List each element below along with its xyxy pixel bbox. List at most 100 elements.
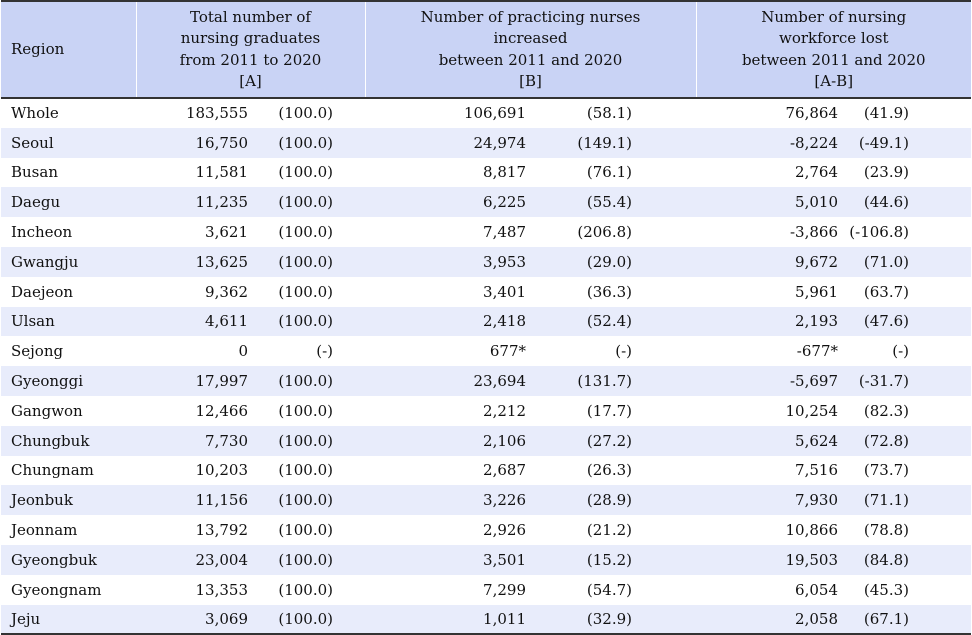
practicing-cell: 7,487	[483, 223, 526, 242]
table-row: Gyeongbuk 23,004 (100.0) 3,501 (15.2) 19,503 (…	[1, 544, 971, 575]
region-cell: Seoul	[11, 133, 54, 152]
graduates-pct-cell: (100.0)	[278, 491, 333, 510]
header-line: from 2011 to 2020	[179, 50, 322, 69]
region-cell: Incheon	[11, 223, 73, 242]
practicing-cell: 2,212	[483, 401, 526, 420]
table-row: Gangwon 12,466 (100.0) 2,212 (17.7) 10,254 (82…	[1, 395, 971, 426]
lost-cell: 6,054	[795, 580, 838, 599]
graduates-cell: 11,235	[195, 193, 249, 212]
practicing-pct-cell: (15.2)	[586, 550, 632, 569]
lost-pct-cell: (63.7)	[863, 282, 909, 301]
graduates-pct-cell: (100.0)	[278, 521, 333, 540]
lost-cell: 9,672	[795, 252, 838, 271]
header-line: Total number of	[190, 7, 311, 26]
table-row: Ulsan 4,611 (100.0) 2,418 (52.4) 2,193 (47.6)	[1, 306, 971, 337]
graduates-pct-cell: (100.0)	[278, 104, 333, 123]
practicing-cell: 2,418	[483, 312, 526, 331]
table-row: Incheon 3,621 (100.0) 7,487 (206.8) -3,866 (-1…	[1, 217, 971, 247]
header-line: [A]	[239, 72, 262, 90]
header-graduates: Total number of nursing graduates from 2…	[135, 0, 365, 99]
practicing-cell: 3,501	[483, 550, 526, 569]
region-cell: Gangwon	[11, 401, 83, 420]
lost-cell: 5,010	[795, 193, 838, 212]
table-row: Gyeongnam 13,353 (100.0) 7,299 (54.7) 6,054 (4…	[1, 574, 971, 605]
region-cell: Gyeongbuk	[11, 550, 97, 569]
region-cell: Jeonbuk	[11, 491, 73, 510]
graduates-cell: 9,362	[205, 282, 248, 301]
header-practicing: Number of practicing nurses increased be…	[364, 0, 696, 99]
table-row: Sejong 0 (-) 677* (-) -677* (-)	[1, 336, 971, 367]
lost-cell: 10,254	[785, 401, 839, 420]
graduates-pct-cell: (100.0)	[278, 163, 333, 182]
lost-cell: 2,058	[696, 604, 838, 635]
graduates-cell: 7,730	[205, 431, 248, 450]
graduates-cell: 16,750	[195, 133, 249, 152]
table-row: Jeonnam 13,792 (100.0) 2,926 (21.2) 10,866 (78…	[1, 515, 971, 545]
graduates-pct-cell: (100.0)	[278, 461, 333, 480]
graduates-pct-cell: (100.0)	[278, 401, 333, 420]
practicing-pct-cell: (17.7)	[586, 401, 632, 420]
graduates-pct-cell: (100.0)	[278, 252, 333, 271]
region-cell: Gyeonggi	[11, 372, 84, 391]
practicing-pct-cell: (28.9)	[586, 491, 632, 510]
practicing-cell: 6,225	[483, 193, 526, 212]
graduates-cell: 12,466	[195, 401, 249, 420]
lost-pct-cell: (71.1)	[863, 491, 909, 510]
practicing-pct-cell: (54.7)	[586, 580, 632, 599]
header-lost: Number of nursing workforce lost between…	[695, 0, 971, 99]
lost-pct-cell: (-49.1)	[858, 133, 909, 152]
practicing-cell: 24,974	[473, 133, 527, 152]
table-row: Gyeonggi 17,997 (100.0) 23,694 (131.7) -5,697…	[1, 366, 971, 396]
lost-cell: 5,624	[795, 431, 838, 450]
header-row: Region Total number of nursing graduates…	[1, 0, 971, 99]
graduates-cell: 10,203	[195, 461, 249, 480]
header-line: Number of nursing	[761, 7, 907, 26]
lost-pct-cell: (67.1)	[838, 604, 971, 635]
header-line: between 2011 and 2020	[741, 50, 926, 69]
header-line: Number of practicing nurses	[420, 7, 641, 26]
lost-pct-cell: (-106.8)	[849, 223, 909, 242]
lost-cell: -5,697	[789, 372, 838, 391]
table-row: Whole 183,555 (100.0) 106,691 (58.1) 76,864 (4…	[1, 98, 971, 128]
practicing-cell: 3,401	[483, 282, 526, 301]
practicing-pct-cell: (32.9)	[526, 604, 696, 635]
practicing-cell: 677*	[489, 342, 526, 361]
practicing-pct-cell: (-)	[615, 342, 632, 361]
header-line: workforce lost	[779, 29, 889, 47]
practicing-cell: 3,226	[483, 491, 526, 510]
lost-cell: -8,224	[789, 133, 838, 152]
region-cell: Chungnam	[11, 461, 94, 480]
practicing-cell: 2,687	[483, 461, 526, 480]
graduates-pct-cell: (100.0)	[278, 372, 333, 391]
graduates-cell: 11,156	[195, 491, 249, 510]
graduates-cell: 23,004	[195, 550, 249, 569]
region-cell: Gwangju	[11, 252, 79, 271]
lost-pct-cell: (71.0)	[863, 252, 909, 271]
region-cell: Gyeongnam	[11, 580, 102, 599]
practicing-pct-cell: (26.3)	[586, 461, 632, 480]
lost-cell: 7,930	[795, 491, 838, 510]
lost-pct-cell: (45.3)	[863, 580, 909, 599]
lost-pct-cell: (47.6)	[863, 312, 909, 331]
region-cell: Daegu	[11, 193, 61, 212]
header-line: nursing graduates	[180, 29, 321, 47]
graduates-pct-cell: (100.0)	[278, 133, 333, 152]
table-row: Daejeon 9,362 (100.0) 3,401 (36.3) 5,961 (63.7…	[1, 276, 971, 307]
region-cell: Sejong	[11, 342, 64, 361]
header-line: between 2011 and 2020	[438, 50, 623, 69]
lost-cell: 7,516	[795, 461, 838, 480]
table-row: Daegu 11,235 (100.0) 6,225 (55.4) 5,010 (44.6)	[1, 187, 971, 218]
practicing-cell: 2,106	[483, 431, 526, 450]
graduates-cell: 13,625	[195, 252, 249, 271]
lost-pct-cell: (73.7)	[863, 461, 909, 480]
graduates-cell: 17,997	[195, 372, 249, 391]
region-cell: Jeonnam	[11, 521, 78, 540]
practicing-pct-cell: (55.4)	[586, 193, 632, 212]
table-row: Chungnam 10,203 (100.0) 2,687 (26.3) 7,516 (73…	[1, 455, 971, 486]
graduates-cell: 3,069	[136, 604, 248, 635]
table-row: Jeonbuk 11,156 (100.0) 3,226 (28.9) 7,930 (71.…	[1, 485, 971, 516]
practicing-cell: 3,953	[483, 252, 526, 271]
practicing-pct-cell: (58.1)	[586, 104, 632, 123]
graduates-cell: 13,792	[195, 521, 249, 540]
